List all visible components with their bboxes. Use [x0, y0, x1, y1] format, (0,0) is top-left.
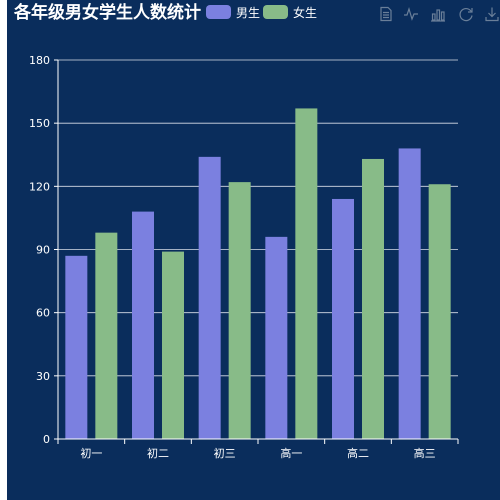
y-tick-label: 60: [36, 307, 50, 320]
legend-label-boys: 男生: [236, 5, 261, 20]
bars: [65, 108, 451, 439]
bar-girls-2[interactable]: [228, 182, 251, 439]
legend-item-boys[interactable]: 男生: [206, 4, 260, 20]
x-tick-label: 初二: [147, 446, 169, 460]
x-tick-label: 高二: [347, 446, 369, 460]
bar-boys-3[interactable]: [265, 236, 288, 439]
bar-girls-4[interactable]: [362, 158, 384, 439]
bar-chart-icon[interactable]: [430, 6, 446, 22]
bar-boys-1[interactable]: [132, 211, 154, 439]
bar-boys-4[interactable]: [332, 198, 354, 439]
bar-girls-0[interactable]: [95, 232, 118, 439]
y-tick-label: 180: [29, 54, 50, 67]
x-tick-label: 初三: [214, 446, 236, 460]
x-tick-label: 初一: [80, 446, 102, 460]
bar-boys-0[interactable]: [65, 255, 88, 439]
y-tick-label: 150: [29, 117, 50, 130]
legend-swatch-boys: [206, 5, 231, 19]
bar-girls-1[interactable]: [162, 251, 184, 439]
axes: 0 30 60 90 120 150 180 初一 初二 初三 高一 高二 高三: [29, 54, 459, 460]
y-tick-label: 30: [36, 370, 50, 383]
y-tick-label: 120: [29, 180, 50, 193]
grid-lines: [58, 59, 458, 377]
bar-boys-2[interactable]: [198, 156, 221, 439]
save-image-icon[interactable]: [484, 6, 500, 22]
bar-girls-5[interactable]: [428, 184, 451, 439]
restore-icon[interactable]: [458, 6, 474, 22]
legend-label-girls: 女生: [293, 5, 318, 20]
legend-swatch-girls: [263, 5, 288, 19]
chart-title: 各年级男女学生人数统计: [14, 3, 201, 23]
x-tick-label: 高一: [280, 446, 302, 460]
bar-girls-3[interactable]: [295, 108, 318, 439]
y-tick-label: 90: [36, 244, 50, 257]
line-chart-icon[interactable]: [403, 6, 419, 22]
y-tick-label: 0: [43, 433, 50, 446]
data-view-icon[interactable]: [378, 6, 394, 22]
bar-boys-5[interactable]: [398, 148, 421, 439]
x-tick-label: 高三: [414, 446, 436, 460]
legend-item-girls[interactable]: 女生: [263, 4, 317, 20]
